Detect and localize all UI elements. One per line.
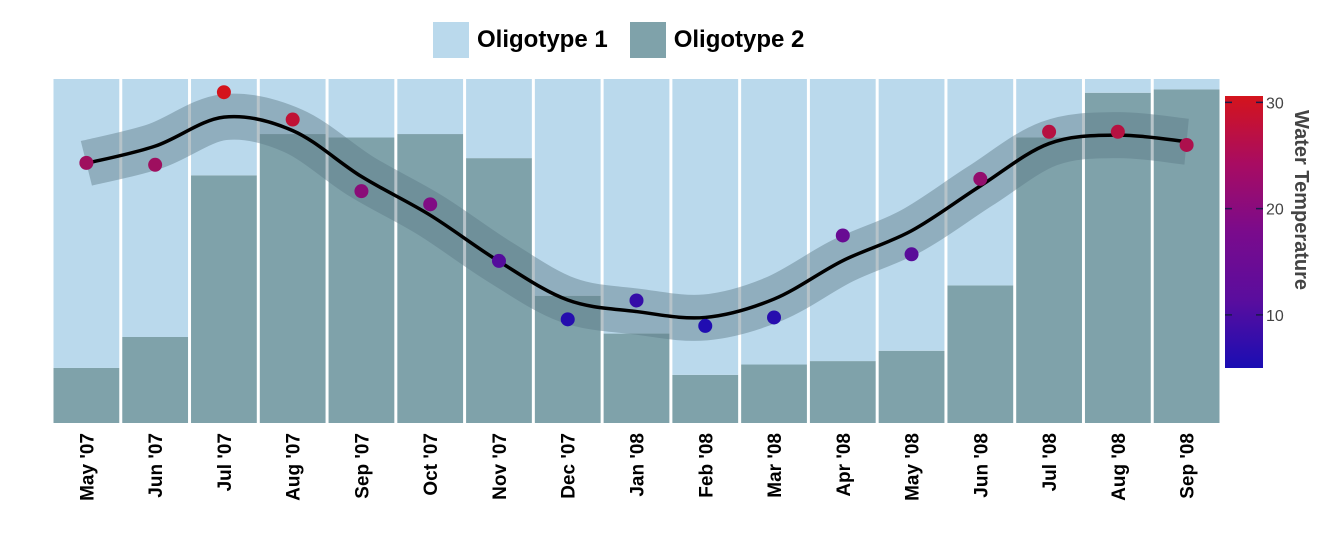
x-tick-label: Jul '07: [215, 433, 236, 491]
chart-legend: Oligotype 1 Oligotype 2: [433, 22, 826, 58]
x-tick-label: Jun '08: [971, 433, 992, 498]
x-tick-label: Aug '08: [1109, 433, 1130, 501]
bar-oligotype-2: [53, 367, 120, 423]
bar-oligotype-2: [809, 361, 876, 423]
temperature-point: [629, 293, 644, 308]
legend-item-oligotype-1: Oligotype 1: [433, 22, 608, 58]
bar-oligotype-2: [947, 285, 1014, 423]
temperature-points-layer: [79, 85, 1194, 333]
temperature-point: [216, 85, 231, 100]
bar-oligotype-1: [397, 79, 464, 135]
bar-oligotype-1: [53, 79, 120, 368]
temperature-point: [354, 184, 369, 199]
colorbar-tick-label: 10: [1266, 308, 1284, 325]
x-tick-label: Apr '08: [834, 433, 855, 497]
x-tick-label: Nov '07: [490, 433, 511, 500]
x-tick-label: Jul '08: [1040, 433, 1061, 491]
temperature-point: [285, 112, 300, 127]
temperature-point: [973, 171, 988, 186]
x-tick-label: Mar '08: [765, 433, 786, 498]
temperature-point: [1042, 124, 1057, 139]
bar-oligotype-2: [1016, 137, 1082, 424]
x-axis-tick-labels: May '07 Jun '07 Jul '07 Aug '07 Sep '07 Oct '…: [77, 433, 1198, 501]
bar-oligotype-2: [603, 333, 670, 423]
smooth-confidence-band: [80, 93, 1190, 341]
bar-oligotype-1: [603, 79, 670, 334]
bar-oligotype-1: [466, 79, 532, 159]
bar-oligotype-2: [672, 374, 739, 423]
x-tick-label: May '08: [903, 433, 924, 501]
bar-oligotype-1: [1153, 79, 1220, 90]
bar-oligotype-2: [1084, 92, 1151, 423]
temperature-point: [835, 228, 850, 243]
bar-oligotype-2: [741, 364, 807, 423]
bar-oligotype-1: [878, 79, 945, 351]
bar-oligotype-2: [191, 175, 257, 423]
colorbar-title: Water Temperature: [1290, 110, 1312, 290]
temperature-point: [560, 312, 575, 327]
legend-label-oligotype-2: Oligotype 2: [673, 26, 805, 53]
legend-swatch-oligotype-2: [629, 22, 666, 58]
temperature-point: [767, 310, 782, 325]
colorbar-tick-label: 20: [1266, 202, 1284, 219]
temperature-point: [698, 318, 713, 333]
temperature-point: [423, 197, 438, 212]
legend-swatch-oligotype-1: [433, 22, 469, 58]
x-tick-label: Oct '07: [421, 433, 442, 496]
legend-label-oligotype-1: Oligotype 1: [477, 26, 608, 53]
x-tick-label: Sep '08: [1178, 433, 1199, 499]
x-tick-label: May '07: [77, 433, 98, 501]
bars-layer: [53, 79, 1220, 424]
bar-oligotype-2: [466, 158, 532, 423]
bar-oligotype-2: [878, 350, 945, 423]
bar-oligotype-1: [809, 79, 876, 362]
temperature-point: [1110, 124, 1125, 139]
colorbar-gradient: [1225, 96, 1263, 368]
x-tick-label: Sep '07: [352, 433, 373, 499]
x-tick-label: Aug '07: [284, 433, 305, 501]
x-tick-label: Jan '08: [628, 433, 649, 497]
bar-oligotype-2: [397, 134, 464, 424]
x-tick-label: Dec '07: [559, 433, 580, 499]
bar-oligotype-1: [534, 79, 601, 296]
temperature-point: [148, 157, 163, 172]
smooth-fit-line: [85, 114, 1187, 320]
legend-item-oligotype-2: Oligotype 2: [629, 22, 805, 58]
temperature-point: [1179, 137, 1194, 152]
bar-oligotype-1: [122, 79, 189, 337]
colorbar-tick-label: 30: [1266, 95, 1284, 112]
bar-oligotype-2: [259, 134, 326, 424]
x-tick-label: Jun '07: [146, 433, 167, 498]
bar-oligotype-1: [1084, 79, 1151, 93]
temperature-colorbar: 10 20 30 Water Temperature: [1225, 95, 1312, 368]
temperature-point: [904, 247, 919, 262]
temperature-point: [79, 155, 94, 170]
x-tick-label: Feb '08: [696, 433, 717, 498]
bar-oligotype-2: [122, 337, 189, 423]
temperature-point: [491, 253, 506, 268]
bar-oligotype-1: [328, 79, 395, 138]
